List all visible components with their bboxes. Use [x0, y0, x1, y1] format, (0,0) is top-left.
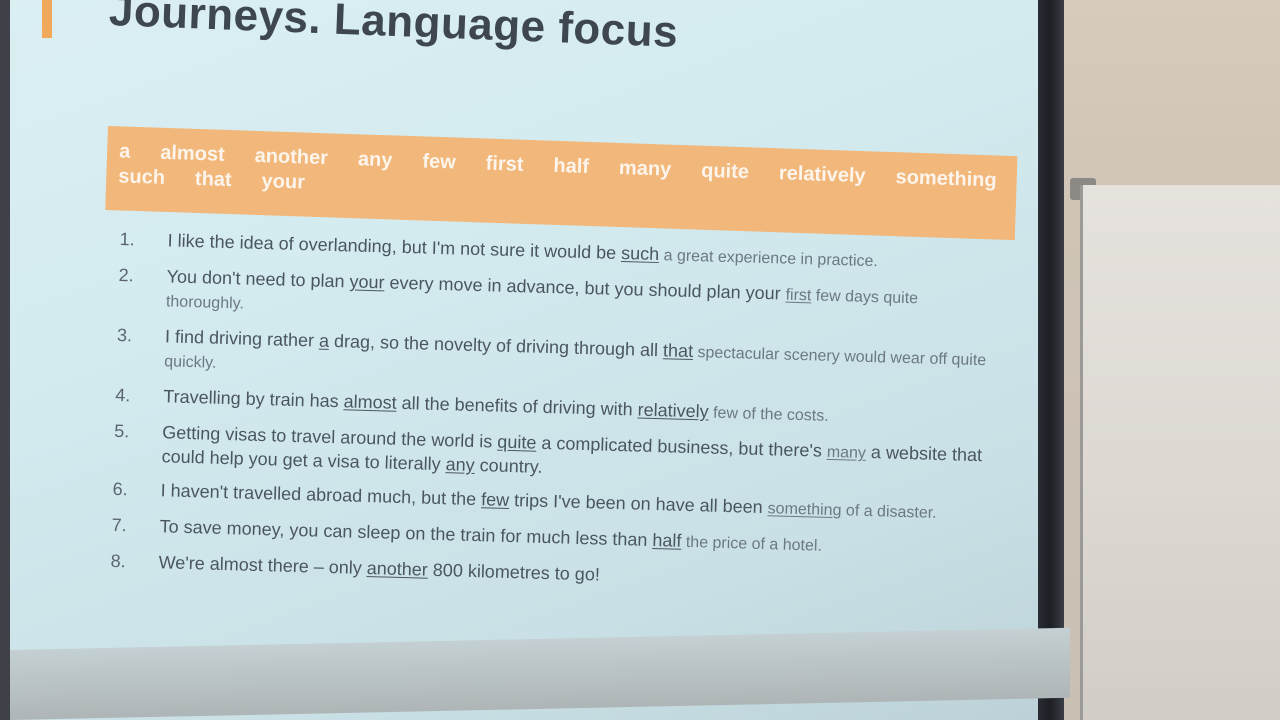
answer-word: your: [349, 271, 385, 293]
answer-word: that: [662, 340, 694, 362]
answer-word: a: [318, 330, 330, 351]
word-bank: a almost another any few first half many…: [105, 126, 1018, 241]
word-bank-item: any: [357, 148, 393, 172]
word-bank-item: another: [254, 144, 329, 170]
word-bank-item: quite: [700, 159, 750, 184]
projected-slide: Journeys. Language focus a almost anothe…: [10, 0, 1038, 720]
word-bank-item: such: [117, 165, 166, 189]
exercise-list: 1. I like the idea of overlanding, but I…: [110, 228, 1000, 608]
sentence-text: drag, so the novelty of driving through …: [328, 330, 664, 361]
item-number: 7.: [111, 514, 127, 536]
sentence-text: country.: [474, 455, 543, 477]
word-bank-item: a: [118, 140, 131, 163]
sentence-text: We're almost there – only: [158, 552, 368, 579]
exercise-item-2: 2. You don't need to plan your every mov…: [118, 264, 999, 337]
answer-word: quite: [497, 431, 537, 453]
sentence-text: You don't need to plan: [166, 266, 350, 292]
word-bank-item: relatively: [778, 162, 866, 188]
word-bank-item: first: [485, 152, 524, 176]
sentence-text: all the benefits of driving with: [396, 392, 638, 420]
answer-word: something: [767, 500, 842, 520]
answer-word: first: [785, 286, 812, 305]
word-bank-item: many: [618, 156, 672, 181]
word-bank-item: few: [422, 150, 457, 174]
whiteboard: [1080, 185, 1280, 720]
sentence-text: I like the idea of overlanding, but I'm …: [167, 230, 622, 264]
item-number: 1.: [119, 228, 135, 250]
item-sentence: You don't need to plan your every move i…: [166, 265, 999, 336]
item-number: 3.: [116, 324, 133, 346]
word-bank-item: half: [553, 154, 590, 178]
sentence-text: a great experience in practice.: [658, 247, 879, 271]
item-number: 5.: [114, 420, 130, 442]
word-bank-item: almost: [159, 141, 226, 166]
sentence-text: every move in advance, but you should pl…: [384, 272, 786, 304]
item-number: 2.: [118, 264, 134, 286]
item-sentence: Getting visas to travel around the world…: [161, 421, 994, 490]
exercise-item-5: 5. Getting visas to travel around the wo…: [113, 420, 994, 491]
word-bank-item: that: [194, 167, 232, 192]
exercise-item-3: 3. I find driving rather a drag, so the …: [116, 324, 997, 397]
item-sentence: I find driving rather a drag, so the nov…: [164, 325, 997, 396]
answer-word: relatively: [637, 399, 709, 422]
word-bank-item: something: [895, 166, 998, 192]
answer-word: such: [620, 243, 660, 265]
sentence-text: To save money, you can sleep on the trai…: [159, 516, 653, 550]
sentence-text: 800 kilometres to go!: [427, 559, 601, 585]
sentence-text: of a disaster.: [841, 502, 937, 522]
sentence-text: I haven't travelled abroad much, but the: [160, 480, 482, 510]
item-number: 6.: [112, 478, 129, 500]
sentence-text: I find driving rather: [164, 326, 320, 351]
word-bank-item: your: [261, 170, 306, 194]
item-number: 4.: [115, 384, 131, 406]
sentence-text: a complicated business, but there's: [536, 432, 828, 461]
item-number: 8.: [110, 550, 126, 572]
sentence-text: Travelling by train has: [163, 386, 344, 412]
answer-word: any: [445, 454, 476, 475]
slide-title: Journeys. Language focus: [108, 0, 680, 57]
answer-word: almost: [343, 391, 397, 413]
title-accent-bar: [42, 0, 52, 38]
screen-frame-left: [0, 0, 10, 720]
sentence-text: trips I've been on have all been: [508, 489, 769, 518]
answer-word: half: [652, 529, 682, 551]
answer-word: few: [480, 489, 510, 510]
screen-frame-right: [1036, 0, 1064, 720]
answer-word: another: [366, 558, 429, 580]
sentence-text: the price of a hotel.: [681, 533, 823, 555]
sentence-text: few of the costs.: [708, 404, 829, 425]
answer-word: many: [826, 443, 867, 462]
